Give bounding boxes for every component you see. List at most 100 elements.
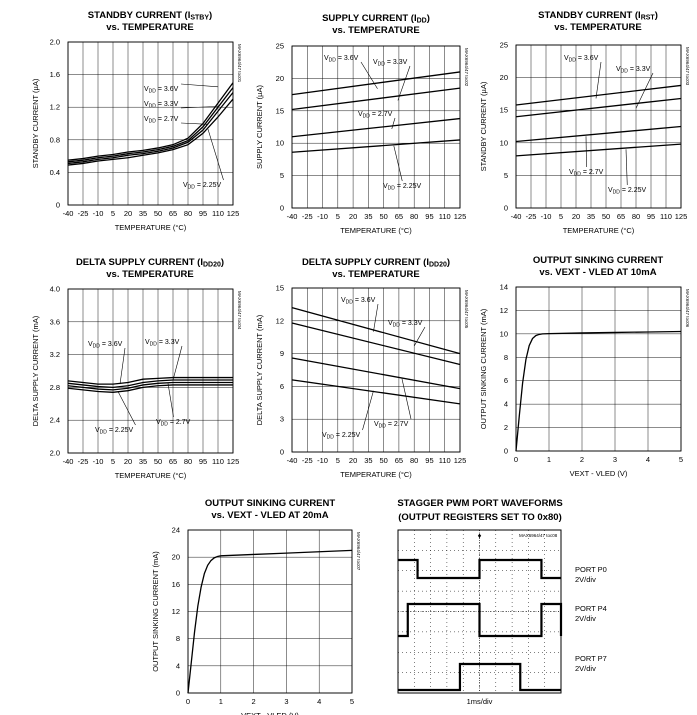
plot-frame [515, 286, 682, 452]
y-tick-label: 0 [56, 201, 60, 210]
chart-title: OUTPUT SINKING CURRENT [533, 255, 664, 266]
y-tick-label: 20 [276, 74, 284, 83]
series-line [67, 384, 233, 393]
x-tick-label: 50 [154, 457, 162, 466]
series-line [67, 82, 234, 161]
trace-label: PORT P0 [575, 565, 607, 574]
y-tick-label: 9 [280, 349, 284, 358]
x-tick-label: -25 [526, 212, 537, 221]
x-tick-label: 4 [646, 455, 650, 464]
series-line [67, 379, 233, 389]
x-tick-label: 95 [199, 457, 207, 466]
series-label: VDD = 2.7V [569, 169, 604, 178]
label-leader [391, 117, 396, 130]
series-label: VDD = 2.25V [322, 432, 361, 441]
x-tick-label: 3 [284, 697, 288, 706]
plot-frame [515, 44, 682, 209]
y-tick-label: 5 [280, 171, 284, 180]
series-line [515, 84, 682, 106]
x-tick-label: 65 [395, 456, 403, 465]
series-label: VDD = 3.6V [144, 86, 179, 95]
trace-scale: 2V/div [575, 575, 596, 584]
x-tick-label: -10 [317, 212, 328, 221]
x-tick-label: -40 [511, 212, 522, 221]
y-tick-label: 0.4 [50, 168, 60, 177]
x-axis-label: VEXT - VLED (V) [241, 711, 299, 715]
chart-subtitle: vs. TEMPERATURE [554, 22, 641, 33]
series-line [291, 322, 461, 366]
figure-code: MAX6964/47 toc06 [685, 289, 690, 328]
y-tick-label: 1.6 [50, 70, 60, 79]
y-tick-label: 10 [500, 138, 508, 147]
x-tick-label: 35 [364, 456, 372, 465]
x-tick-label: -40 [63, 209, 74, 218]
y-tick-label: 8 [176, 634, 180, 643]
x-axis-label: TEMPERATURE (°C) [115, 223, 187, 232]
y-tick-label: 4 [504, 400, 508, 409]
x-tick-label: 125 [227, 209, 240, 218]
chart-1: STANDBY CURRENT (ISTBY)vs. TEMPERATURE -4… [31, 10, 242, 232]
y-tick-label: 0 [504, 447, 508, 456]
label-leader [397, 65, 411, 101]
series-label: VDD = 2.25V [383, 183, 422, 192]
y-tick-label: 2.0 [50, 449, 60, 458]
y-tick-label: 3 [280, 415, 284, 424]
series-line [67, 381, 233, 391]
x-tick-label: 3 [613, 455, 617, 464]
x-tick-label: -25 [302, 456, 313, 465]
x-tick-label: 5 [679, 455, 683, 464]
x-tick-label: -40 [287, 212, 298, 221]
y-tick-label: 2.8 [50, 383, 60, 392]
y-axis-label: DELTA SUPPLY CURRENT (mA) [31, 315, 40, 426]
x-tick-label: 5 [350, 697, 354, 706]
chart-8: STAGGER PWM PORT WAVEFORMS (OUTPUT REGIST… [397, 498, 607, 706]
y-tick-label: 25 [276, 42, 284, 51]
x-tick-label: 65 [169, 457, 177, 466]
x-tick-label: 110 [212, 457, 224, 466]
y-tick-label: 2 [504, 423, 508, 432]
series-line [67, 98, 234, 166]
label-leader [413, 326, 426, 347]
waveform-trace [398, 662, 561, 692]
x-tick-label: 5 [336, 456, 340, 465]
y-tick-label: 4.0 [50, 285, 60, 294]
series-label: VDD = 2.7V [358, 111, 393, 120]
x-tick-label: 5 [111, 457, 115, 466]
chart-4: DELTA SUPPLY CURRENT (IDD20)vs. TEMPERAT… [31, 257, 242, 480]
figure-code: MAX6964/47 toc05 [464, 290, 469, 329]
y-tick-label: 3.6 [50, 317, 60, 326]
x-tick-label: -40 [287, 456, 298, 465]
label-leader [167, 383, 174, 418]
x-tick-label: 5 [111, 209, 115, 218]
series-label: VDD = 3.6V [88, 341, 123, 350]
time-scale-label: 1ms/div [467, 697, 493, 706]
x-tick-label: 65 [395, 212, 403, 221]
figure-code: MAX6964/47 toc01 [237, 44, 242, 83]
y-tick-label: 10 [500, 329, 508, 338]
plot-frame [291, 287, 461, 453]
x-tick-label: 4 [317, 697, 321, 706]
waveform-trace [398, 602, 563, 638]
y-tick-label: 4 [176, 661, 180, 670]
chart-3: STANDBY CURRENT (IRST)vs. TEMPERATURE -40… [479, 10, 690, 235]
x-tick-label: 5 [336, 212, 340, 221]
chart-subtitle: vs. TEMPERATURE [332, 269, 419, 280]
series-line [291, 117, 461, 138]
x-tick-label: 50 [379, 456, 387, 465]
chart-title: SUPPLY CURRENT (IDD) [322, 13, 430, 25]
series-line [291, 139, 461, 153]
series-label: VDD = 3.6V [564, 55, 599, 64]
series-line [67, 376, 233, 385]
x-axis-label: TEMPERATURE (°C) [115, 471, 187, 480]
x-tick-label: 2 [252, 697, 256, 706]
label-leader [393, 145, 403, 182]
y-axis-label: STANDBY CURRENT (µA) [31, 78, 40, 168]
x-tick-label: 80 [184, 209, 192, 218]
x-tick-label: -25 [78, 457, 89, 466]
chart-title: STANDBY CURRENT (ISTBY) [88, 10, 212, 22]
figure-code: MAX6964/47 toc07 [356, 532, 361, 571]
y-tick-label: 20 [172, 553, 180, 562]
x-tick-label: -10 [541, 212, 552, 221]
